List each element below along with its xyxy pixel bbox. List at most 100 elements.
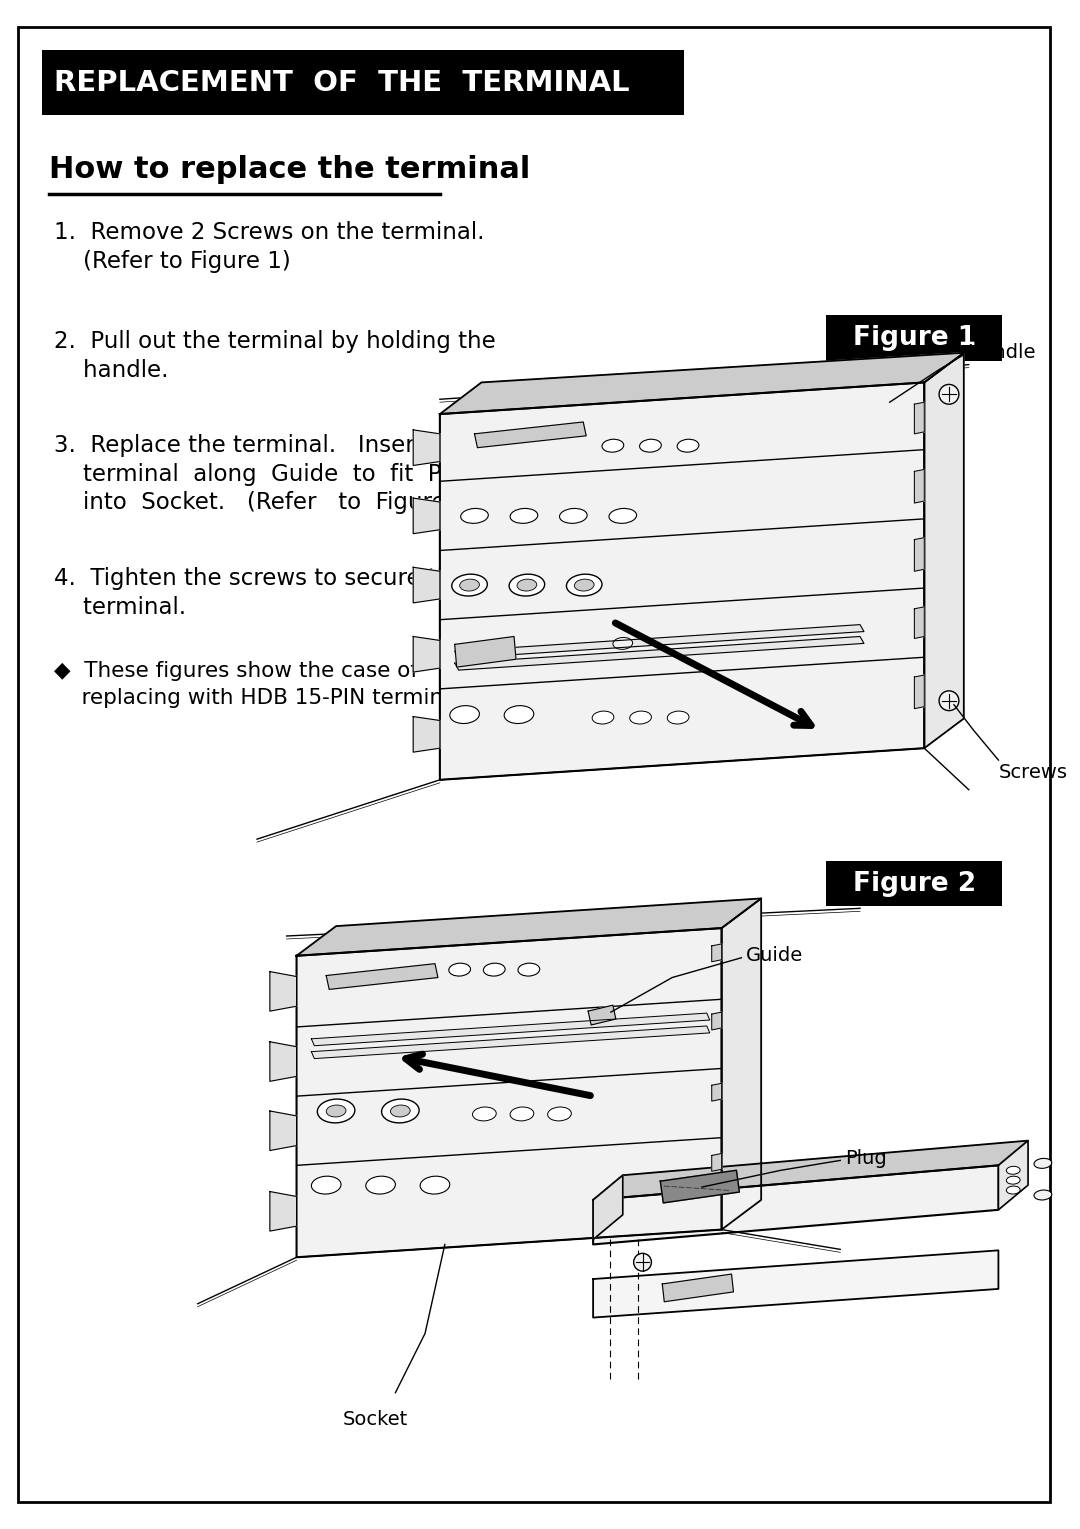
Text: Handle: Handle <box>967 344 1036 362</box>
Ellipse shape <box>630 711 651 725</box>
Polygon shape <box>270 971 297 1011</box>
Polygon shape <box>593 1176 623 1240</box>
Ellipse shape <box>609 509 636 523</box>
Polygon shape <box>414 717 440 752</box>
Text: terminal  along  Guide  to  fit  Plug: terminal along Guide to fit Plug <box>54 462 477 486</box>
Text: Plug: Plug <box>846 1148 887 1168</box>
Ellipse shape <box>484 963 505 976</box>
Polygon shape <box>455 625 864 657</box>
Polygon shape <box>440 382 924 780</box>
Polygon shape <box>915 469 924 503</box>
Ellipse shape <box>1034 1190 1052 1200</box>
Ellipse shape <box>473 1107 496 1121</box>
Ellipse shape <box>461 509 488 523</box>
Text: (Refer to Figure 1): (Refer to Figure 1) <box>54 249 292 274</box>
Polygon shape <box>721 899 761 1229</box>
Ellipse shape <box>1007 1187 1021 1194</box>
Ellipse shape <box>449 963 471 976</box>
Ellipse shape <box>451 575 487 596</box>
Polygon shape <box>270 1112 297 1150</box>
Ellipse shape <box>592 711 613 725</box>
Text: 4.  Tighten the screws to secure the: 4. Tighten the screws to secure the <box>54 567 465 590</box>
Ellipse shape <box>548 1107 571 1121</box>
Polygon shape <box>593 1251 998 1318</box>
Text: terminal.: terminal. <box>54 596 187 619</box>
Ellipse shape <box>667 711 689 725</box>
Bar <box>826 861 1002 907</box>
Polygon shape <box>326 963 437 989</box>
Polygon shape <box>915 674 924 708</box>
Ellipse shape <box>677 439 699 453</box>
Ellipse shape <box>326 1105 346 1116</box>
Ellipse shape <box>518 963 540 976</box>
Polygon shape <box>270 1041 297 1081</box>
Text: Guide: Guide <box>746 946 804 965</box>
Polygon shape <box>440 353 963 414</box>
Text: How to replace the terminal: How to replace the terminal <box>50 154 530 183</box>
Polygon shape <box>455 636 516 667</box>
Ellipse shape <box>602 439 624 453</box>
Polygon shape <box>311 1026 710 1058</box>
Polygon shape <box>915 607 924 639</box>
Text: into  Socket.   (Refer   to  Figure  2): into Socket. (Refer to Figure 2) <box>54 491 484 514</box>
Ellipse shape <box>318 1099 355 1122</box>
Polygon shape <box>593 1141 1028 1200</box>
Text: REPLACEMENT  OF  THE  TERMINAL: REPLACEMENT OF THE TERMINAL <box>54 69 630 96</box>
Ellipse shape <box>510 1107 534 1121</box>
Text: 3.  Replace the terminal.   Insert the: 3. Replace the terminal. Insert the <box>54 434 469 457</box>
Ellipse shape <box>366 1176 395 1194</box>
Ellipse shape <box>566 575 602 596</box>
Polygon shape <box>915 402 924 434</box>
Polygon shape <box>414 567 440 602</box>
Polygon shape <box>712 1084 721 1101</box>
Circle shape <box>634 1254 651 1271</box>
Ellipse shape <box>420 1176 449 1194</box>
Polygon shape <box>712 1012 721 1031</box>
Text: Screws: Screws <box>998 763 1067 781</box>
Polygon shape <box>297 928 721 1257</box>
Ellipse shape <box>612 638 633 650</box>
Polygon shape <box>414 430 440 465</box>
Text: Socket: Socket <box>343 1410 408 1430</box>
Polygon shape <box>297 899 761 956</box>
Polygon shape <box>998 1141 1028 1209</box>
Polygon shape <box>915 538 924 572</box>
Circle shape <box>940 384 959 404</box>
Polygon shape <box>662 1274 733 1301</box>
Ellipse shape <box>504 706 534 723</box>
Ellipse shape <box>510 509 538 523</box>
Polygon shape <box>414 498 440 534</box>
Polygon shape <box>311 1014 710 1046</box>
Text: replacing with HDB 15-PIN terminal.: replacing with HDB 15-PIN terminal. <box>54 688 470 708</box>
Text: 2.  Pull out the terminal by holding the: 2. Pull out the terminal by holding the <box>54 330 496 353</box>
Text: ◆  These figures show the case of: ◆ These figures show the case of <box>54 661 418 682</box>
Bar <box>826 315 1002 361</box>
Ellipse shape <box>575 579 594 592</box>
Polygon shape <box>455 636 864 670</box>
Ellipse shape <box>559 509 588 523</box>
Polygon shape <box>589 1005 616 1024</box>
Ellipse shape <box>1007 1167 1021 1174</box>
Polygon shape <box>593 1165 998 1245</box>
Text: Figure 1: Figure 1 <box>853 326 976 352</box>
Ellipse shape <box>1007 1176 1021 1183</box>
Ellipse shape <box>449 706 480 723</box>
Ellipse shape <box>639 439 661 453</box>
Ellipse shape <box>460 579 480 592</box>
Polygon shape <box>712 1153 721 1171</box>
Polygon shape <box>712 943 721 962</box>
Text: Figure 2: Figure 2 <box>853 870 976 896</box>
Ellipse shape <box>391 1105 410 1116</box>
Polygon shape <box>660 1170 740 1203</box>
Polygon shape <box>924 353 963 748</box>
Text: handle.: handle. <box>54 359 168 382</box>
Ellipse shape <box>1034 1159 1052 1168</box>
Ellipse shape <box>517 579 537 592</box>
Circle shape <box>940 691 959 711</box>
Polygon shape <box>270 1191 297 1231</box>
Ellipse shape <box>311 1176 341 1194</box>
Text: 1.  Remove 2 Screws on the terminal.: 1. Remove 2 Screws on the terminal. <box>54 222 485 245</box>
Ellipse shape <box>509 575 544 596</box>
Ellipse shape <box>381 1099 419 1122</box>
Polygon shape <box>414 636 440 673</box>
